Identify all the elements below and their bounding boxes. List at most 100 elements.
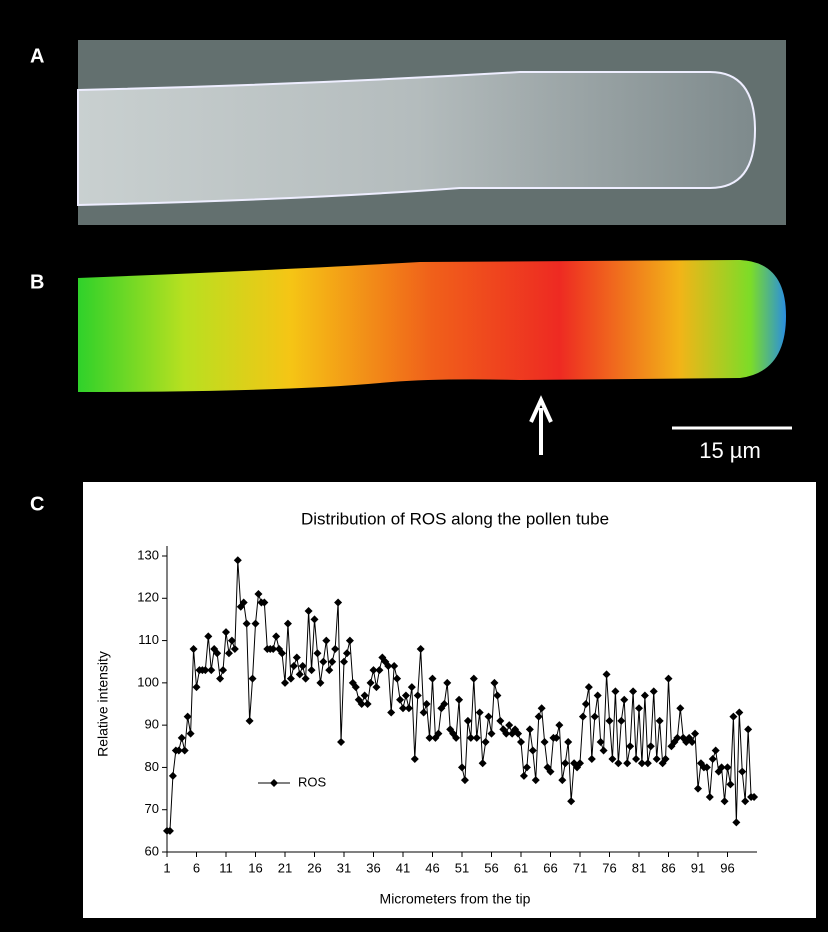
data-point — [578, 712, 587, 721]
data-point — [260, 598, 269, 607]
scale-bar-label: 15 µm — [699, 438, 761, 463]
data-point — [655, 716, 664, 725]
x-tick-label: 56 — [484, 860, 498, 875]
data-point — [366, 678, 375, 687]
data-point — [688, 738, 697, 747]
data-point — [726, 780, 735, 789]
data-point — [180, 746, 189, 755]
data-point — [183, 712, 192, 721]
data-point — [649, 687, 658, 696]
data-point — [531, 776, 540, 785]
data-point — [399, 704, 407, 713]
x-tick-label: 31 — [337, 860, 351, 875]
data-point — [313, 649, 322, 658]
data-point — [581, 700, 590, 708]
x-tick-label: 71 — [573, 860, 587, 875]
data-point — [590, 712, 599, 721]
data-point — [496, 716, 505, 725]
data-point — [738, 767, 747, 776]
data-point — [490, 678, 499, 687]
data-point — [540, 738, 549, 747]
data-point — [626, 742, 635, 751]
x-tick-label: 26 — [307, 860, 321, 875]
x-tick-label: 96 — [720, 860, 734, 875]
data-point — [458, 763, 466, 772]
data-point — [593, 691, 602, 700]
x-tick-label: 36 — [366, 860, 380, 875]
data-point — [301, 674, 310, 683]
data-point — [251, 619, 260, 628]
data-point — [481, 738, 490, 747]
data-point — [286, 674, 295, 683]
data-point — [561, 759, 570, 768]
x-tick-label: 76 — [602, 860, 616, 875]
data-point — [304, 606, 313, 615]
data-point — [201, 666, 210, 675]
data-point — [233, 556, 242, 565]
data-point — [646, 742, 655, 751]
data-point — [587, 754, 596, 763]
data-point — [283, 619, 292, 628]
data-point — [741, 797, 750, 806]
data-point — [635, 704, 643, 713]
x-tick-label: 91 — [691, 860, 705, 875]
data-point — [694, 784, 702, 793]
y-tick-label: 120 — [137, 590, 159, 605]
data-point — [632, 754, 641, 763]
legend-marker — [270, 779, 278, 787]
data-point — [413, 691, 422, 700]
data-point — [292, 653, 301, 662]
data-point — [334, 598, 343, 607]
data-point — [393, 674, 402, 683]
data-point — [410, 754, 419, 763]
series-line — [167, 560, 755, 832]
data-point — [207, 666, 216, 675]
data-point — [466, 733, 475, 742]
data-point — [705, 793, 714, 802]
data-point — [558, 776, 567, 785]
data-point — [434, 729, 443, 738]
data-point — [664, 674, 673, 683]
data-point — [295, 670, 304, 679]
data-point — [189, 645, 198, 654]
data-point — [168, 771, 177, 780]
data-point — [735, 708, 744, 717]
data-point — [702, 763, 711, 772]
data-point — [522, 763, 531, 772]
data-point — [605, 716, 614, 725]
data-point — [239, 598, 248, 607]
data-point — [493, 691, 502, 700]
data-point — [416, 645, 425, 654]
data-point — [608, 754, 617, 763]
data-point — [316, 678, 325, 687]
data-point — [363, 700, 372, 708]
data-point — [640, 691, 649, 700]
data-point — [340, 657, 348, 666]
data-point — [440, 700, 449, 708]
data-point — [637, 759, 646, 768]
data-point — [331, 645, 340, 654]
data-point — [222, 628, 230, 637]
x-tick-label: 41 — [396, 860, 410, 875]
data-point — [711, 746, 720, 755]
panel-label: A — [30, 45, 44, 67]
data-point — [514, 729, 523, 738]
x-tick-label: 61 — [514, 860, 528, 875]
data-point — [254, 590, 263, 599]
data-point — [192, 683, 201, 692]
panel-label: C — [30, 493, 44, 515]
data-point — [319, 657, 328, 666]
y-tick-label: 100 — [137, 674, 159, 689]
data-point — [351, 683, 360, 692]
data-point — [552, 733, 561, 742]
x-tick-label: 21 — [278, 860, 292, 875]
data-point — [611, 687, 620, 696]
data-point — [744, 725, 753, 734]
data-point — [224, 649, 233, 658]
data-point — [174, 746, 183, 755]
data-point — [419, 708, 428, 717]
data-point — [281, 678, 289, 687]
x-tick-label: 66 — [543, 860, 557, 875]
data-point — [564, 738, 573, 747]
